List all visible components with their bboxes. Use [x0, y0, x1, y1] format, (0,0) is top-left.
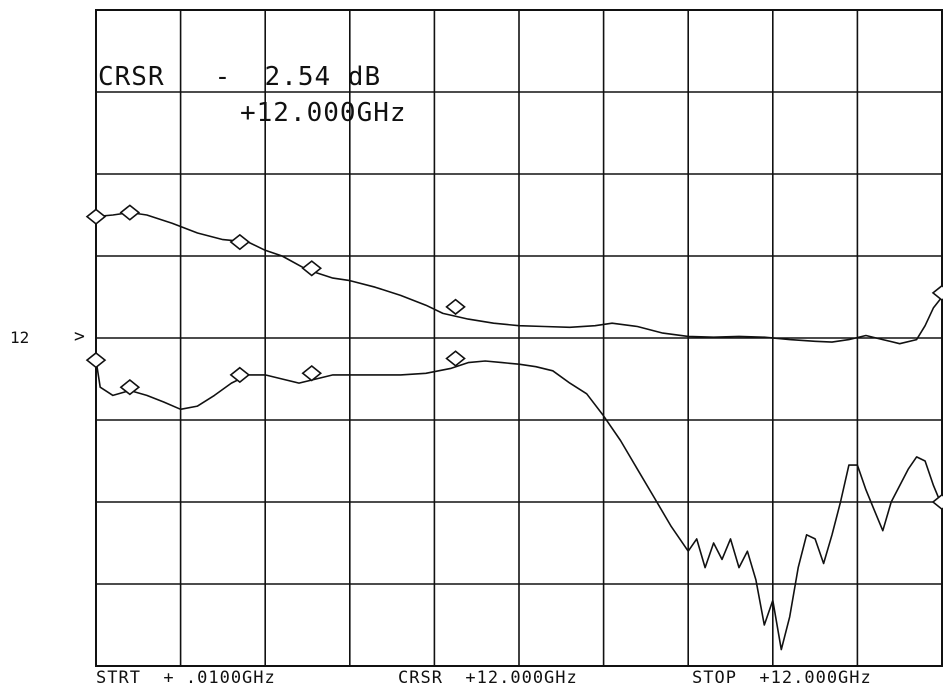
- reference-position-arrow: >: [74, 326, 85, 347]
- reference-level-label: 12: [10, 328, 30, 347]
- trace-2-marker: [301, 365, 323, 382]
- trace-1-marker: [85, 208, 107, 225]
- trace-2-line: [95, 359, 943, 651]
- trace-2-marker: [445, 350, 466, 367]
- trace-1-marker: [229, 233, 251, 251]
- graticule: [95, 9, 943, 667]
- trace-1-marker: [445, 298, 466, 316]
- trace-markers: [85, 204, 943, 511]
- start-frequency-label: STRT + .0100GHz: [96, 668, 276, 688]
- trace-2-marker: [119, 378, 141, 396]
- trace-1-marker: [301, 260, 323, 277]
- stop-frequency-label: STOP +12.000GHz: [692, 668, 872, 688]
- trace-2-marker: [931, 493, 943, 511]
- trace-1-marker: [931, 284, 943, 302]
- cursor-frequency: +12.000GHz: [240, 98, 407, 128]
- trace-1-marker: [119, 204, 141, 221]
- cursor-readout: CRSR - 2.54 dB: [98, 62, 382, 92]
- cursor-frequency-label: CRSR +12.000GHz: [398, 668, 578, 688]
- trace-2-marker: [85, 351, 107, 369]
- trace-2-marker: [229, 366, 251, 384]
